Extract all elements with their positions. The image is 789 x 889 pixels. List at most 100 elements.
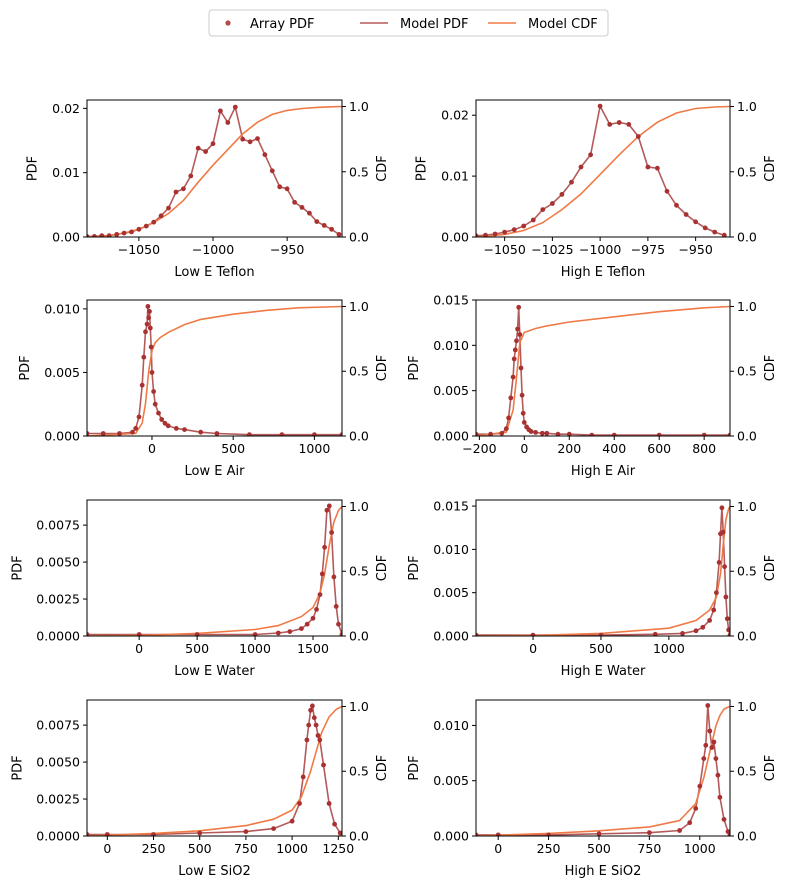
y2-tick-label: 0.0 [737, 829, 757, 844]
x-axis-label: Low E Teflon [174, 265, 254, 280]
array-pdf-point [511, 227, 517, 233]
array-pdf-point [299, 205, 305, 210]
array-pdf-point [300, 774, 306, 780]
x-tick-label: 0 [103, 841, 111, 856]
array-pdf-point [311, 715, 317, 721]
y-tick-label: 0.0000 [36, 829, 80, 844]
subplot-1: −1050 −1000 −950 0.00 0.01 0.02 0.0 0.5 1.0 Low E… [26, 99, 390, 280]
array-pdf-point [716, 560, 722, 565]
array-pdf-point [693, 806, 699, 811]
array-pdf-point [87, 234, 90, 237]
axes-frame [86, 499, 343, 637]
x-axis-label: Low E Air [185, 464, 246, 479]
array-pdf-point [262, 152, 268, 158]
array-pdf-point [247, 432, 252, 436]
array-pdf-point [143, 329, 148, 335]
array-pdf-point [510, 374, 516, 380]
x-tick-label: 500 [221, 441, 245, 456]
array-pdf-point [130, 429, 135, 435]
y-tick-label: 0.000 [433, 829, 469, 844]
array-pdf-point [687, 820, 693, 826]
y2-axis-label: CDF [763, 555, 778, 582]
array-pdf-point [333, 604, 339, 609]
array-pdf-point [304, 621, 310, 627]
y2-axis-label: CDF [763, 355, 778, 382]
y2-tick-label: 1.0 [737, 699, 757, 714]
model-pdf-line [476, 507, 730, 636]
y2-axis-label: CDF [375, 555, 390, 582]
y2-tick-label: 0.5 [737, 164, 757, 179]
array-pdf-point [495, 832, 501, 836]
model-pdf-line [87, 104, 340, 237]
array-pdf-point [114, 232, 120, 237]
array-pdf-point [289, 818, 295, 824]
y-tick-label: 0.0075 [36, 718, 80, 733]
y-tick-label: 0.010 [44, 301, 80, 316]
y2-tick-label: 0.0 [737, 429, 757, 444]
y2-tick-label: 1.0 [737, 299, 757, 314]
x-tick-label: 0 [529, 641, 537, 656]
array-pdf-point [578, 164, 584, 170]
array-pdf-point [247, 139, 253, 145]
array-pdf-point [616, 120, 622, 125]
array-pdf-point [721, 817, 727, 822]
array-pdf-point [722, 564, 727, 570]
array-pdf-point [517, 332, 523, 337]
array-pdf-point [92, 234, 97, 237]
array-pdf-point [331, 574, 337, 580]
y-axis-label: PDF [10, 555, 25, 580]
array-pdf-point [707, 728, 713, 734]
y2-tick-label: 0.0 [737, 629, 757, 644]
y-tick-label: 0.0050 [36, 555, 80, 570]
array-pdf-point [156, 410, 161, 416]
model-pdf-line [476, 307, 730, 436]
x-tick-label: 500 [188, 841, 212, 856]
plot-area [87, 304, 342, 436]
array-pdf-point [476, 832, 479, 836]
array-pdf-point [555, 431, 561, 436]
array-pdf-point [240, 136, 246, 142]
array-pdf-point [287, 629, 293, 634]
array-pdf-point [279, 432, 285, 436]
axes-frame [86, 99, 343, 238]
array-pdf-point [151, 219, 157, 225]
array-pdf-point [148, 344, 154, 350]
array-pdf-point [117, 431, 122, 436]
x-tick-label: 500 [185, 641, 209, 656]
array-pdf-point [693, 219, 698, 225]
array-pdf-point [188, 173, 194, 179]
y2-tick-label: 0.0 [349, 230, 369, 245]
model-cdf-line [87, 505, 342, 636]
array-pdf-point [141, 354, 147, 360]
array-pdf-point [87, 632, 90, 636]
array-pdf-point [139, 382, 145, 388]
model-cdf-line [476, 506, 730, 636]
x-tick-label: −950 [270, 242, 304, 257]
axes-frame [86, 699, 343, 837]
array-pdf-point [508, 395, 514, 401]
array-pdf-point [307, 210, 312, 216]
x-tick-label: −1025 [531, 242, 573, 257]
x-tick-label: 600 [647, 441, 671, 456]
array-pdf-point [225, 120, 231, 125]
y2-tick-label: 0.0 [737, 230, 757, 245]
plot-area [476, 103, 730, 237]
model-pdf-line [87, 306, 342, 436]
x-tick-label: 250 [142, 841, 166, 856]
y2-tick-label: 1.0 [349, 299, 369, 314]
array-pdf-point [713, 756, 719, 761]
array-pdf-point [727, 832, 730, 836]
array-pdf-point [315, 733, 321, 738]
array-pdf-point [329, 530, 334, 535]
array-pdf-point [87, 431, 90, 436]
array-pdf-point [194, 632, 200, 636]
x-tick-label: 1000 [684, 841, 716, 856]
array-pdf-point [181, 186, 186, 192]
array-pdf-point [136, 632, 142, 636]
x-tick-label: −200 [462, 441, 496, 456]
array-pdf-point [712, 229, 718, 235]
y-tick-label: 0.0050 [36, 755, 80, 770]
array-pdf-point [214, 431, 220, 436]
array-pdf-point [530, 632, 536, 636]
array-pdf-point [503, 426, 509, 432]
